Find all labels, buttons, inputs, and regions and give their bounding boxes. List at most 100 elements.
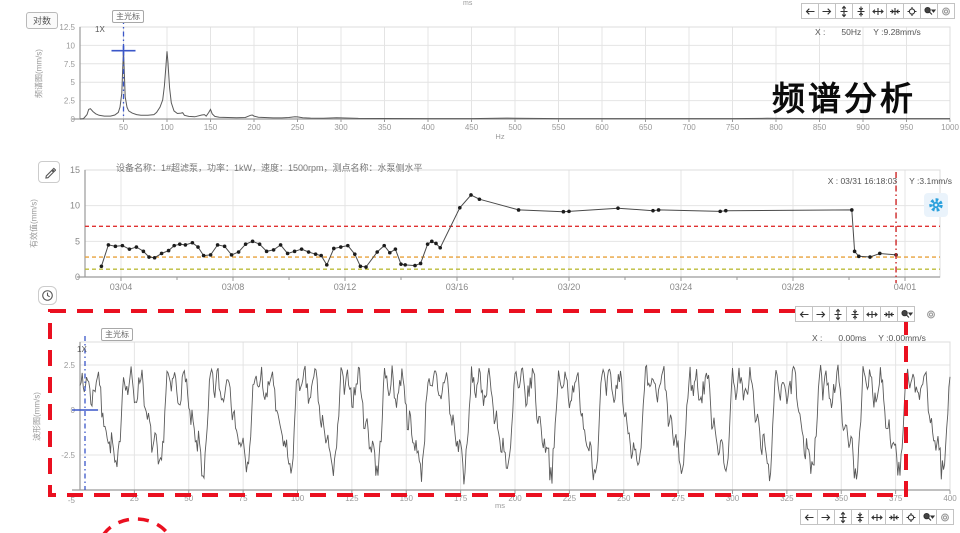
trend-point[interactable] bbox=[430, 239, 434, 244]
log-scale-button[interactable]: 对数 bbox=[26, 12, 59, 29]
trend-point[interactable] bbox=[403, 263, 408, 267]
trend-point[interactable] bbox=[382, 243, 387, 248]
trend-point[interactable] bbox=[850, 208, 854, 212]
compress-y-button[interactable] bbox=[852, 3, 870, 19]
expand-x-button[interactable] bbox=[869, 3, 887, 19]
trend-point[interactable] bbox=[178, 242, 182, 246]
trend-point[interactable] bbox=[325, 263, 329, 267]
trend-point[interactable] bbox=[264, 249, 269, 254]
trend-point[interactable] bbox=[299, 247, 304, 251]
trend-point[interactable] bbox=[159, 251, 164, 256]
trend-point[interactable] bbox=[852, 249, 857, 254]
zoom-select-button[interactable] bbox=[919, 509, 937, 525]
trend-point[interactable] bbox=[319, 253, 324, 258]
trend-point[interactable] bbox=[196, 245, 200, 249]
pan-right-button[interactable] bbox=[812, 306, 830, 322]
trend-point[interactable] bbox=[425, 242, 430, 246]
trend-point[interactable] bbox=[172, 243, 176, 248]
zoom-select-button[interactable] bbox=[897, 306, 915, 322]
trend-point[interactable] bbox=[868, 255, 872, 259]
trend-point[interactable] bbox=[236, 250, 241, 254]
trend-point[interactable] bbox=[215, 243, 220, 247]
trend-point[interactable] bbox=[458, 206, 462, 210]
trend-point[interactable] bbox=[469, 193, 473, 197]
reset-view-button[interactable] bbox=[937, 3, 955, 19]
compress-y-button[interactable] bbox=[846, 306, 864, 322]
trend-point[interactable] bbox=[208, 253, 213, 257]
trend-point[interactable] bbox=[229, 253, 234, 257]
trend-point[interactable] bbox=[113, 244, 118, 249]
trend-point[interactable] bbox=[718, 209, 722, 214]
trend-point[interactable] bbox=[332, 246, 336, 251]
expand-y-button[interactable] bbox=[835, 3, 853, 19]
trend-point[interactable] bbox=[306, 250, 311, 254]
trend-point[interactable] bbox=[358, 264, 363, 269]
pan-right-button[interactable] bbox=[817, 509, 835, 525]
trend-point[interactable] bbox=[257, 242, 262, 246]
trend-point[interactable] bbox=[878, 251, 882, 256]
trend-point[interactable] bbox=[278, 243, 283, 247]
compress-x-button[interactable] bbox=[886, 3, 904, 19]
trend-point[interactable] bbox=[292, 249, 297, 254]
trend-point[interactable] bbox=[120, 243, 125, 248]
trend-point[interactable] bbox=[243, 242, 248, 246]
edit-button[interactable] bbox=[38, 161, 60, 183]
trend-point[interactable] bbox=[567, 209, 571, 214]
trend-point[interactable] bbox=[285, 251, 290, 256]
trend-point[interactable] bbox=[413, 263, 417, 268]
trend-point[interactable] bbox=[99, 264, 104, 269]
trend-point[interactable] bbox=[152, 255, 157, 260]
trend-point[interactable] bbox=[724, 208, 728, 213]
trend-point[interactable] bbox=[134, 245, 139, 249]
reset-view-button[interactable] bbox=[922, 306, 940, 322]
trend-point[interactable] bbox=[127, 247, 132, 251]
spectrum-main-cursor-label[interactable]: 主光标 bbox=[112, 10, 144, 23]
trend-point[interactable] bbox=[313, 252, 318, 256]
pan-left-button[interactable] bbox=[800, 509, 818, 525]
zoom-select-button[interactable] bbox=[920, 3, 938, 19]
trend-point[interactable] bbox=[353, 252, 357, 256]
trend-point[interactable] bbox=[364, 265, 368, 269]
pan-left-button[interactable] bbox=[795, 306, 813, 322]
trend-point[interactable] bbox=[147, 255, 151, 259]
expand-y-button[interactable] bbox=[829, 306, 847, 322]
waveform-main-cursor-label[interactable]: 主光标 bbox=[101, 328, 133, 341]
reset-view-button[interactable] bbox=[936, 509, 954, 525]
expand-x-button[interactable] bbox=[863, 306, 881, 322]
trend-settings-button[interactable] bbox=[924, 193, 948, 217]
trend-point[interactable] bbox=[656, 208, 661, 212]
trend-point[interactable] bbox=[141, 249, 146, 254]
trend-point[interactable] bbox=[183, 243, 188, 247]
trend-point[interactable] bbox=[438, 245, 443, 250]
trend-point[interactable] bbox=[477, 197, 482, 202]
trend-point[interactable] bbox=[201, 253, 206, 258]
trend-point[interactable] bbox=[418, 261, 423, 266]
trend-point[interactable] bbox=[271, 248, 276, 252]
trend-point[interactable] bbox=[222, 244, 227, 249]
trend-point[interactable] bbox=[106, 243, 111, 247]
auto-scale-button[interactable] bbox=[903, 3, 921, 19]
trend-point[interactable] bbox=[388, 250, 392, 255]
compress-x-button[interactable] bbox=[885, 509, 903, 525]
pan-left-button[interactable] bbox=[801, 3, 819, 19]
compress-x-button[interactable] bbox=[880, 306, 898, 322]
trend-point[interactable] bbox=[190, 240, 195, 245]
trend-point[interactable] bbox=[393, 247, 398, 251]
expand-x-button[interactable] bbox=[868, 509, 886, 525]
pan-right-button[interactable] bbox=[818, 3, 836, 19]
trend-point[interactable] bbox=[616, 206, 620, 210]
trend-point[interactable] bbox=[339, 245, 343, 249]
trend-point[interactable] bbox=[561, 209, 566, 214]
expand-y-button[interactable] bbox=[834, 509, 852, 525]
compress-y-button[interactable] bbox=[851, 509, 869, 525]
trend-point[interactable] bbox=[857, 254, 861, 259]
trend-point[interactable] bbox=[375, 250, 380, 254]
trend-point[interactable] bbox=[651, 208, 655, 213]
trend-point[interactable] bbox=[346, 243, 350, 248]
trend-point[interactable] bbox=[894, 253, 898, 257]
trend-point[interactable] bbox=[399, 262, 403, 266]
trend-point[interactable] bbox=[516, 208, 521, 212]
trend-point[interactable] bbox=[434, 241, 438, 246]
trend-point[interactable] bbox=[166, 248, 171, 253]
trend-point[interactable] bbox=[250, 239, 255, 244]
